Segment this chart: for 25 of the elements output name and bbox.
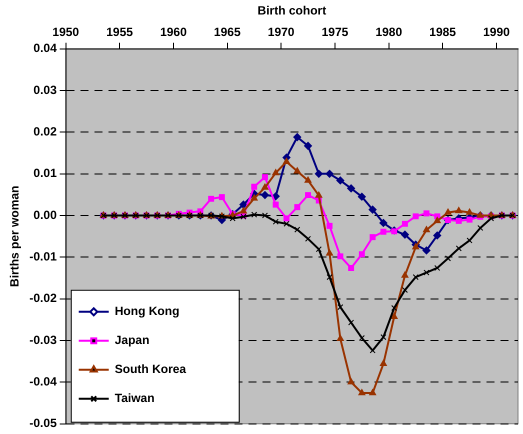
- x-tick-label: 1965: [214, 24, 241, 39]
- x-tick-label: 1955: [106, 24, 134, 39]
- x-tick-label: 1985: [429, 24, 456, 39]
- x-tick-label: 1960: [160, 24, 188, 39]
- y-tick-label: -0.02: [29, 291, 58, 306]
- y-tick-label: -0.01: [29, 249, 58, 264]
- legend-label: Hong Kong: [114, 304, 180, 318]
- legend-label: Taiwan: [114, 391, 155, 406]
- x-tick-label: 1980: [375, 24, 402, 39]
- y-tick-label: -0.04: [29, 374, 58, 388]
- y-tick-label: 0.03: [33, 82, 58, 97]
- y-tick-label: -0.03: [29, 332, 58, 347]
- x-tick-label: 1970: [268, 24, 295, 39]
- y-tick-label: 0.02: [33, 124, 58, 138]
- legend-label: Japan: [114, 333, 150, 348]
- x-tick-label: 1950: [52, 24, 80, 39]
- y-tick-label: -0.05: [29, 416, 58, 430]
- x-tick-label: 1990: [483, 24, 510, 39]
- y-tick-label: 0.04: [33, 41, 58, 56]
- legend-label: South Korea: [114, 362, 186, 376]
- y-tick-label: 0.01: [33, 166, 58, 180]
- x-axis-title: Birth cohort: [258, 4, 326, 18]
- x-tick-label: 1975: [322, 24, 349, 39]
- y-tick-label: 0.00: [33, 208, 58, 222]
- y-axis-title: Births per woman: [8, 186, 22, 287]
